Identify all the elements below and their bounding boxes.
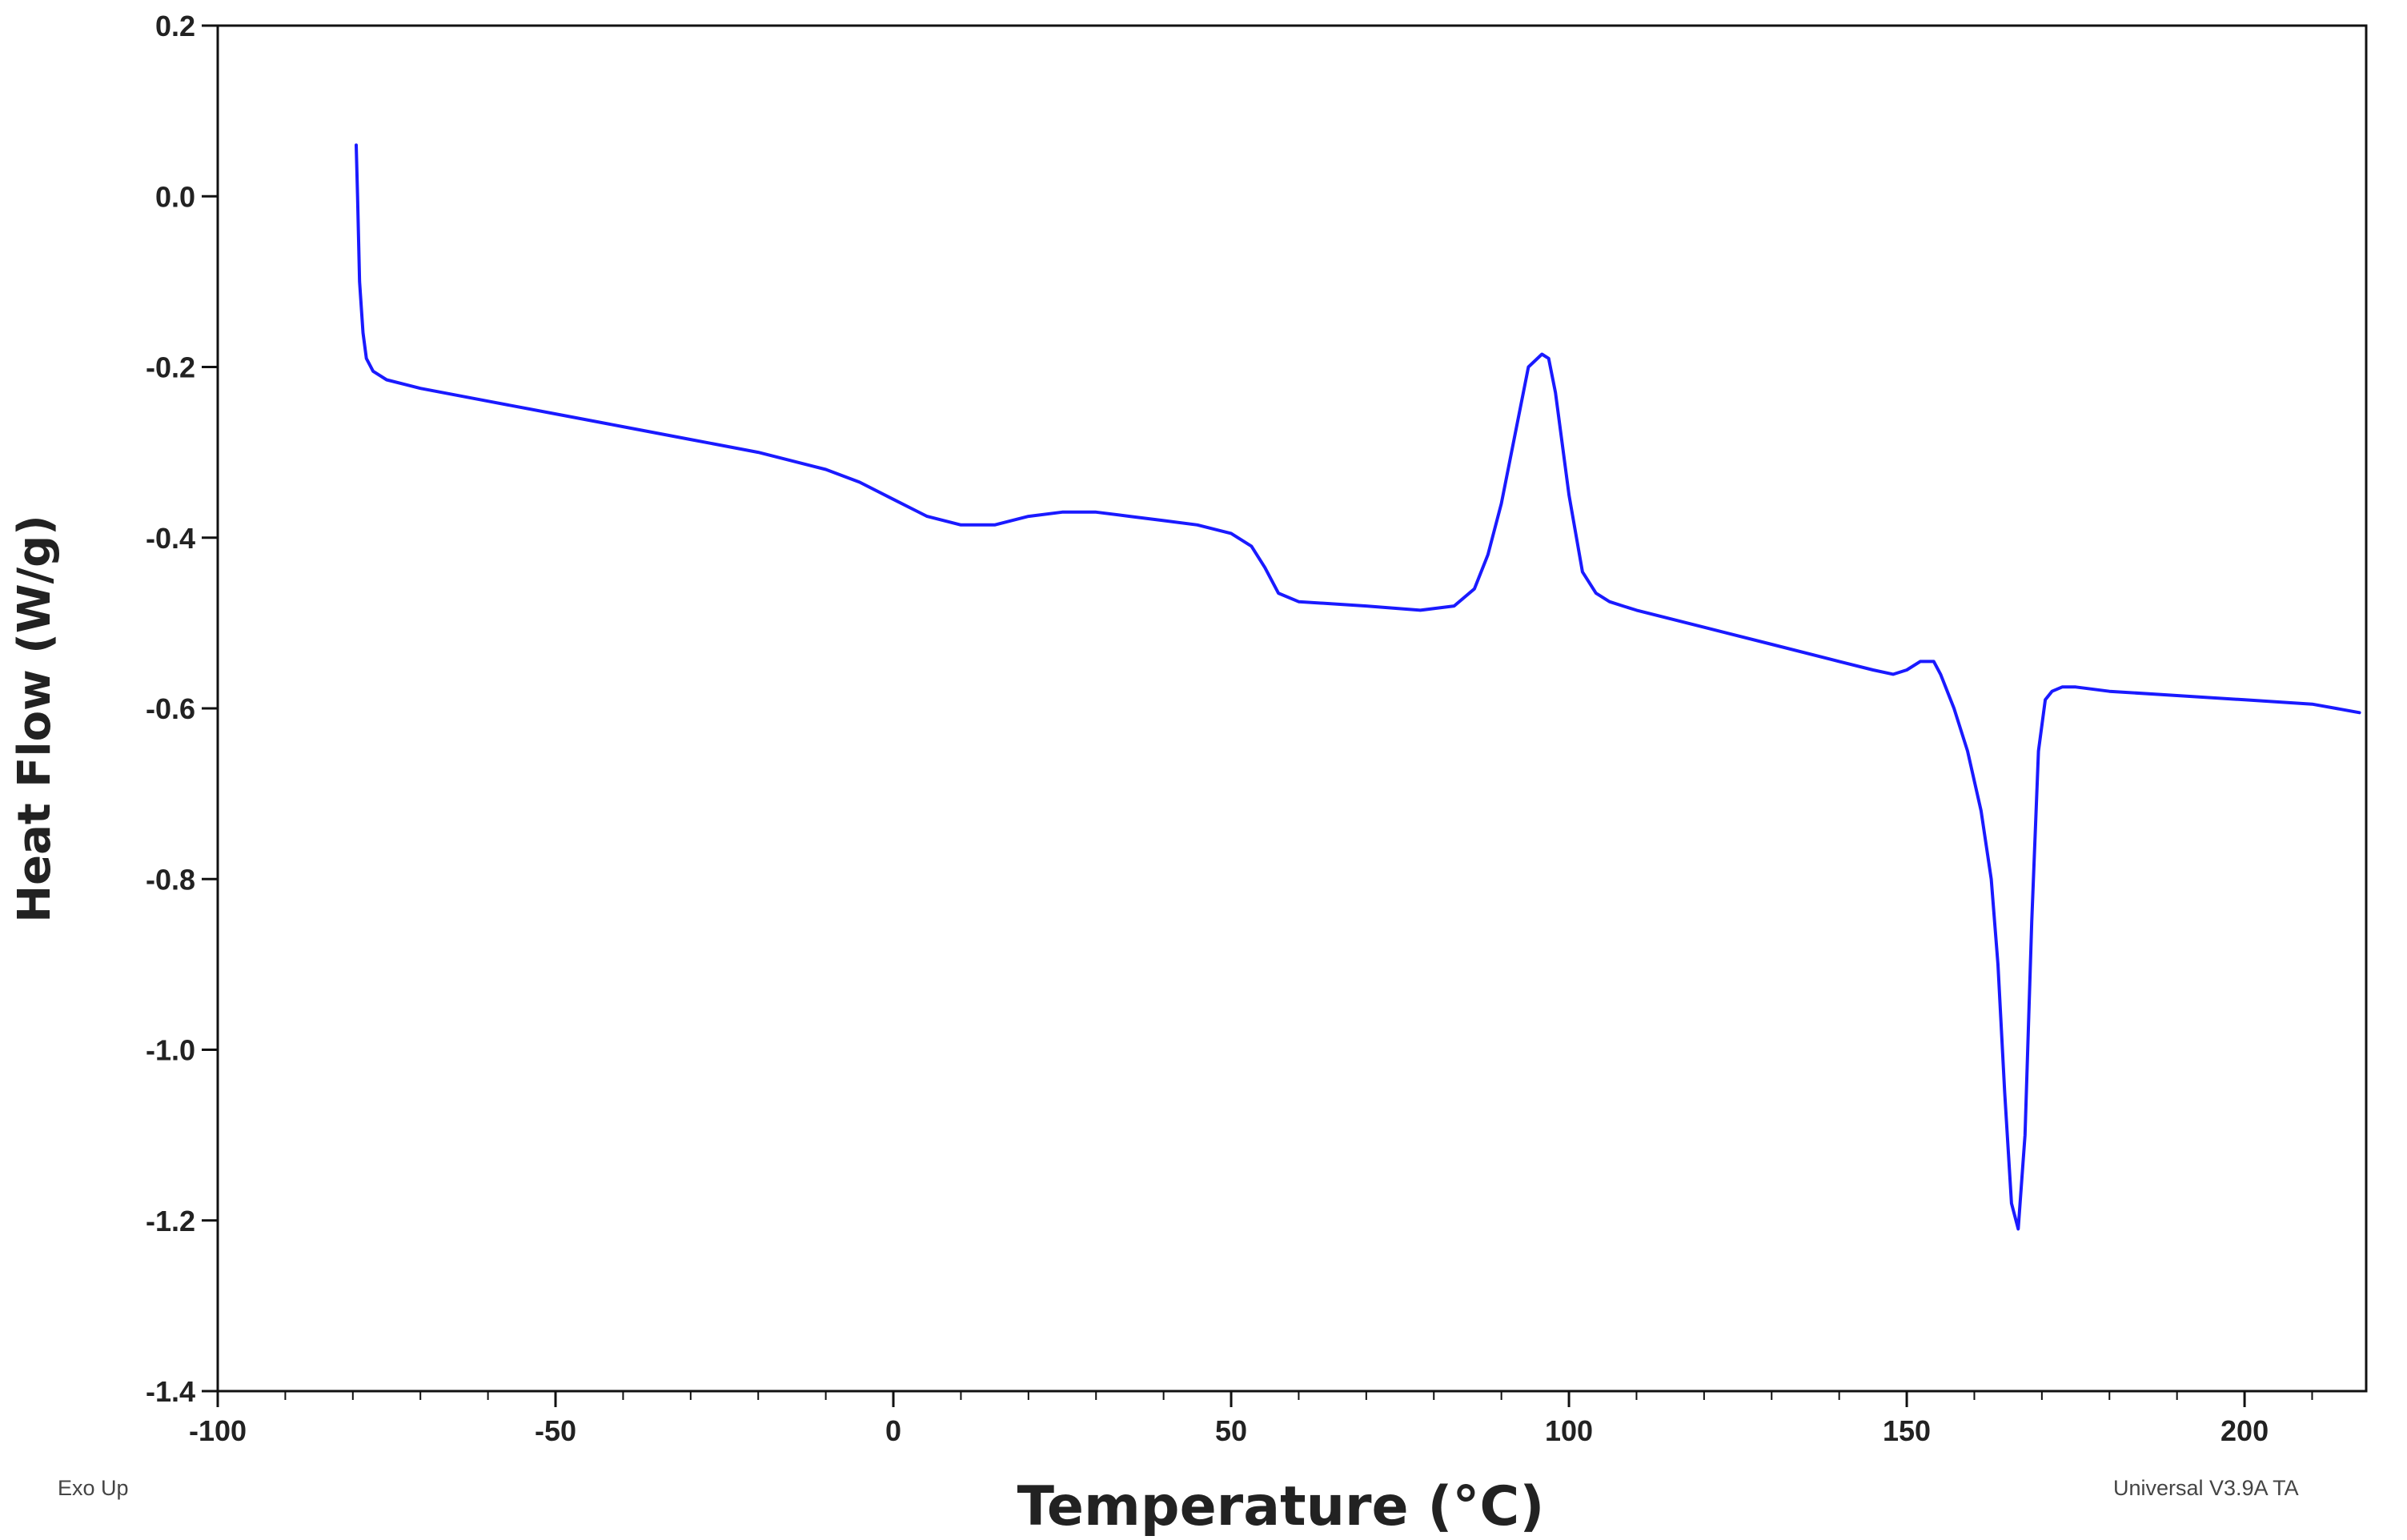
x-axis-title: Temperature (°C) — [1017, 1475, 1545, 1538]
software-version-note: Universal V3.9A TA — [2113, 1476, 2299, 1500]
exo-up-note: Exo Up — [58, 1476, 129, 1500]
tick-labels-layer: -100 -50 0 50 100 150 200 0.2 0.0 -0.2 -0.4 -0.6 -0.… — [146, 10, 2269, 1447]
x-tick-label: 200 — [2220, 1414, 2269, 1447]
y-tick-label: -1.2 — [146, 1205, 195, 1237]
y-axis-title: Heat Flow (W/g) — [9, 515, 61, 923]
heat-flow-series-line — [355, 143, 2361, 1231]
y-tick-label: -0.6 — [146, 692, 195, 725]
y-tick-label: 0.0 — [155, 180, 195, 213]
ticks-layer — [202, 24, 2313, 1407]
x-tick-label: 50 — [1215, 1414, 1247, 1447]
x-tick-label: 150 — [1883, 1414, 1931, 1447]
y-tick-label: -1.4 — [146, 1375, 195, 1408]
x-tick-label: -50 — [535, 1414, 576, 1447]
x-tick-label: -100 — [189, 1414, 247, 1447]
y-tick-label: 0.2 — [155, 10, 195, 42]
series-layer — [355, 143, 2361, 1231]
y-tick-label: -0.4 — [146, 522, 195, 555]
x-tick-label: 100 — [1545, 1414, 1593, 1447]
y-tick-label: -0.2 — [146, 351, 195, 384]
x-tick-label: 0 — [885, 1414, 901, 1447]
y-tick-label: -0.8 — [146, 863, 195, 896]
y-tick-label: -1.0 — [146, 1034, 195, 1067]
